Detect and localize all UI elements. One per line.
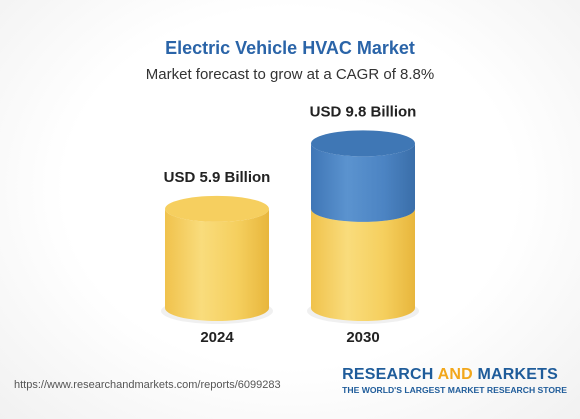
bar-2030-base-body xyxy=(311,208,415,321)
value-label-2030: USD 9.8 Billion xyxy=(310,103,417,120)
brand-word-research: RESEARCH xyxy=(342,366,438,383)
brand-logo[interactable]: RESEARCH AND MARKETS THE WORLD'S LARGEST… xyxy=(342,366,567,395)
bar-2024-top xyxy=(165,195,269,222)
brand-word-and: AND xyxy=(437,366,473,383)
category-label-2030: 2030 xyxy=(346,329,379,346)
bar-2030-growth-top xyxy=(311,130,415,157)
brand-word-markets: MARKETS xyxy=(472,366,559,383)
brand-name: RESEARCH AND MARKETS xyxy=(342,366,567,384)
bar-2030-growth-body xyxy=(311,143,415,222)
chart-title: Electric Vehicle HVAC Market xyxy=(165,38,415,58)
category-label-2024: 2024 xyxy=(200,329,234,346)
bar-2024-body xyxy=(165,208,269,321)
brand-tagline: THE WORLD'S LARGEST MARKET RESEARCH STOR… xyxy=(342,385,567,395)
value-label-2024: USD 5.9 Billion xyxy=(164,169,271,186)
chart-subtitle: Market forecast to grow at a CAGR of 8.8… xyxy=(145,66,435,83)
source-url[interactable]: https://www.researchandmarkets.com/repor… xyxy=(14,379,281,391)
